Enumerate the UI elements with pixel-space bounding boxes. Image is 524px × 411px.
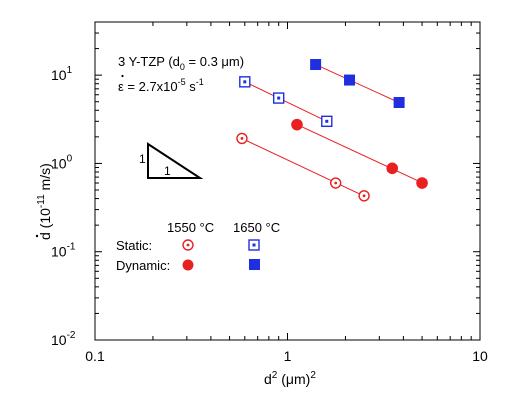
legend-row-static: Static: [116, 238, 152, 253]
data-point-filled-square [310, 59, 322, 71]
legend: 1550 °C 1650 °C Static: Dynamic: [116, 220, 280, 273]
x-tick-label: 10 [472, 348, 488, 364]
fit-lines [241, 64, 423, 197]
annotation-strain-rate: ε = 2.7x10-5 s-1 [118, 77, 204, 94]
data-point-open-circle [358, 190, 370, 202]
data-point-filled-circle [386, 162, 399, 175]
axis-ticks [94, 21, 480, 341]
data-point-open-square [272, 92, 285, 104]
legend-static-1650-marker [248, 239, 260, 251]
x-tick-label: 1 [284, 348, 292, 364]
legend-col-1550: 1550 °C [167, 220, 214, 235]
data-point-open-circle [236, 132, 248, 145]
data-point-open-square [239, 76, 251, 88]
x-tick-label: 0.1 [85, 348, 105, 364]
slope-triangle-horizontal-label: 1 [164, 164, 171, 178]
strain-rate-dot [121, 74, 124, 78]
x-axis-label: d2 (μm)2 [264, 370, 316, 387]
slope-triangle-vertical-label: 1 [139, 152, 146, 166]
legend-static-1550-marker [182, 239, 194, 251]
data-point-open-circle [330, 177, 342, 189]
legend-dynamic-1650-marker [249, 259, 260, 270]
svg-text:d (10-11 m/s): d (10-11 m/s) [36, 163, 53, 240]
legend-dynamic-1550-marker [182, 259, 194, 271]
y-tick-label: 101 [51, 65, 73, 83]
axis-tick-labels: 0.1 1 10 10-2 10-1 100 101 [51, 65, 488, 364]
y-tick-label: 100 [51, 153, 73, 171]
fit-line-dynamic-1 [296, 124, 423, 184]
fit-line-dynamic-3 [315, 64, 400, 103]
data-point-filled-square [344, 74, 356, 86]
data-point-filled-circle [291, 118, 303, 131]
fit-line-static-2 [244, 81, 328, 122]
fit-line-static-0 [241, 138, 365, 197]
y-tick-label: 10-2 [51, 330, 76, 348]
data-point-filled-circle [416, 177, 428, 189]
data-point-filled-square [393, 97, 405, 109]
data-points [236, 59, 428, 202]
y-tick-label: 10-1 [51, 242, 76, 260]
legend-col-1650: 1650 °C [233, 220, 280, 235]
y-axis-label: d (10-11 m/s) [35, 163, 53, 240]
annotation-material: 3 Y-TZP (d0 = 0.3 μm) [118, 54, 244, 72]
slope-triangle [147, 142, 204, 179]
legend-row-dynamic: Dynamic: [116, 258, 170, 273]
data-point-open-square [321, 115, 333, 128]
